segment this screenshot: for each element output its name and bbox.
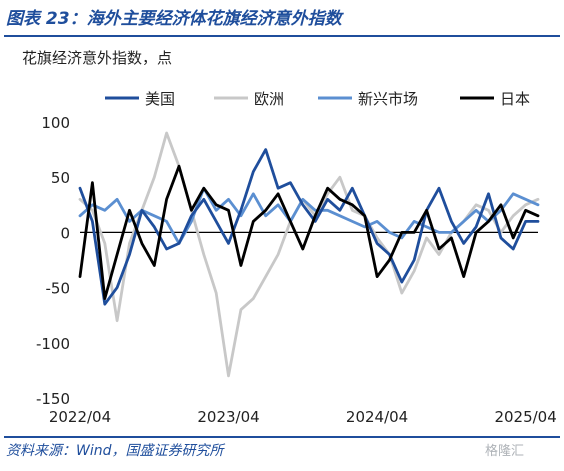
y-axis-label: 花旗经济意外指数，点 bbox=[22, 49, 173, 67]
legend-label: 日本 bbox=[500, 90, 530, 108]
source-note: 资料来源：Wind，国盛证券研究所 bbox=[6, 443, 224, 459]
series-line bbox=[78, 164, 540, 300]
x-tick-label: 2025/04 bbox=[494, 408, 556, 426]
legend: 美国 欧洲 新兴市场 日本 bbox=[105, 90, 530, 108]
series-line bbox=[78, 186, 540, 245]
x-tick-label: 2022/04 bbox=[49, 408, 111, 426]
title-divider bbox=[4, 35, 560, 37]
x-tick-label: 2024/04 bbox=[346, 408, 408, 426]
figure-title: 图表 23：海外主要经济体花旗经济意外指数 bbox=[6, 9, 342, 29]
y-tick-label: -100 bbox=[36, 335, 70, 353]
y-tick-label: -150 bbox=[36, 390, 70, 408]
legend-label: 新兴市场 bbox=[358, 90, 418, 108]
legend-label: 美国 bbox=[145, 90, 175, 108]
chart-series bbox=[78, 131, 540, 378]
y-tick-label: 50 bbox=[51, 169, 70, 187]
series-line bbox=[78, 148, 540, 306]
y-tick-label: -50 bbox=[46, 280, 71, 298]
y-tick-label: 0 bbox=[60, 224, 70, 242]
x-tick-label: 2023/04 bbox=[197, 408, 259, 426]
source-divider bbox=[4, 436, 560, 438]
y-tick-label: 100 bbox=[41, 114, 70, 132]
watermark: 格隆汇 bbox=[485, 444, 525, 459]
legend-label: 欧洲 bbox=[254, 90, 284, 108]
